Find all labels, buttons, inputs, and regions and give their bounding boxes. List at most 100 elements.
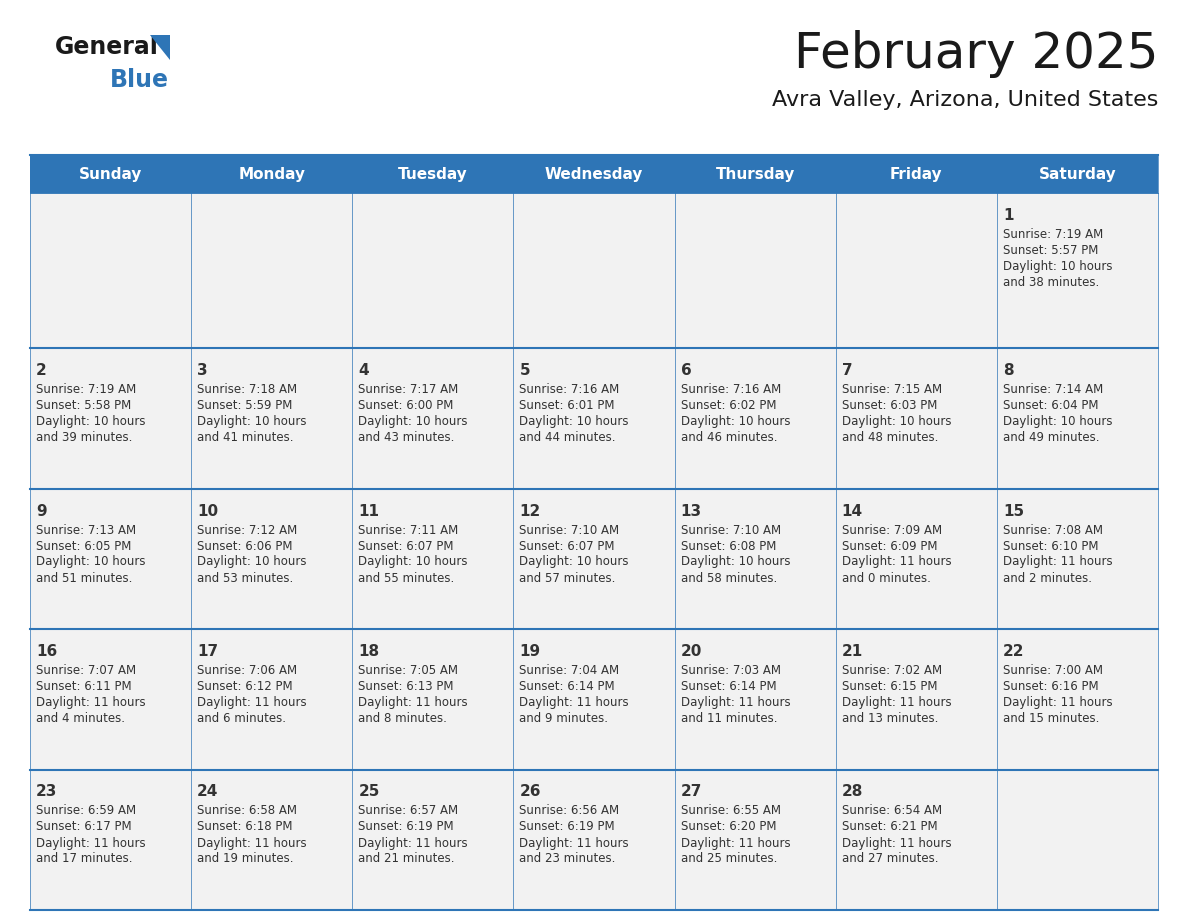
Text: 12: 12 (519, 503, 541, 519)
Bar (675, 629, 835, 769)
Text: 2: 2 (36, 363, 46, 378)
Text: and 41 minutes.: and 41 minutes. (197, 431, 293, 444)
Text: Sunset: 6:00 PM: Sunset: 6:00 PM (359, 399, 454, 412)
Text: Sunset: 6:19 PM: Sunset: 6:19 PM (519, 821, 615, 834)
Bar (353, 193, 513, 348)
Text: Sunrise: 7:10 AM: Sunrise: 7:10 AM (681, 523, 781, 536)
Text: Daylight: 10 hours: Daylight: 10 hours (519, 415, 628, 428)
Text: Sunrise: 7:10 AM: Sunrise: 7:10 AM (519, 523, 620, 536)
Text: 19: 19 (519, 644, 541, 659)
Text: Sunset: 6:14 PM: Sunset: 6:14 PM (681, 680, 776, 693)
Text: Sunday: Sunday (78, 166, 143, 182)
Bar (835, 488, 997, 629)
Text: and 51 minutes.: and 51 minutes. (36, 572, 132, 585)
Bar (675, 488, 835, 629)
Text: and 53 minutes.: and 53 minutes. (197, 572, 293, 585)
Text: Sunset: 6:07 PM: Sunset: 6:07 PM (519, 540, 615, 553)
Text: and 27 minutes.: and 27 minutes. (842, 853, 939, 866)
Text: Sunset: 6:01 PM: Sunset: 6:01 PM (519, 399, 615, 412)
Text: Sunset: 6:05 PM: Sunset: 6:05 PM (36, 540, 132, 553)
Text: Sunrise: 7:19 AM: Sunrise: 7:19 AM (1003, 228, 1104, 241)
Text: General: General (55, 35, 159, 59)
Text: and 6 minutes.: and 6 minutes. (197, 712, 286, 725)
Text: and 48 minutes.: and 48 minutes. (842, 431, 939, 444)
Bar (513, 769, 675, 910)
Text: Daylight: 10 hours: Daylight: 10 hours (681, 415, 790, 428)
Text: Sunset: 6:15 PM: Sunset: 6:15 PM (842, 680, 937, 693)
Bar (30, 193, 191, 348)
Text: Sunset: 6:17 PM: Sunset: 6:17 PM (36, 821, 132, 834)
Text: Saturday: Saturday (1038, 166, 1117, 182)
Text: Daylight: 10 hours: Daylight: 10 hours (36, 415, 145, 428)
Text: 25: 25 (359, 785, 380, 800)
Text: Daylight: 11 hours: Daylight: 11 hours (1003, 555, 1112, 568)
Text: Sunrise: 7:04 AM: Sunrise: 7:04 AM (519, 664, 620, 677)
Text: and 13 minutes.: and 13 minutes. (842, 712, 939, 725)
Text: Daylight: 11 hours: Daylight: 11 hours (519, 836, 630, 849)
Text: Sunrise: 6:54 AM: Sunrise: 6:54 AM (842, 804, 942, 818)
Text: Daylight: 11 hours: Daylight: 11 hours (842, 836, 952, 849)
Text: Sunrise: 7:11 AM: Sunrise: 7:11 AM (359, 523, 459, 536)
Text: 26: 26 (519, 785, 541, 800)
Bar (997, 629, 1158, 769)
Text: Daylight: 10 hours: Daylight: 10 hours (197, 415, 307, 428)
Bar (835, 348, 997, 488)
Text: and 43 minutes.: and 43 minutes. (359, 431, 455, 444)
Text: Daylight: 10 hours: Daylight: 10 hours (359, 415, 468, 428)
Text: Monday: Monday (239, 166, 305, 182)
Text: Sunrise: 7:16 AM: Sunrise: 7:16 AM (519, 383, 620, 396)
Text: 23: 23 (36, 785, 57, 800)
Bar (513, 488, 675, 629)
Text: 6: 6 (681, 363, 691, 378)
Bar (30, 769, 191, 910)
Text: 4: 4 (359, 363, 369, 378)
Text: Daylight: 10 hours: Daylight: 10 hours (681, 555, 790, 568)
Text: 18: 18 (359, 644, 379, 659)
Text: 9: 9 (36, 503, 46, 519)
Text: Daylight: 11 hours: Daylight: 11 hours (519, 696, 630, 709)
Bar (191, 488, 353, 629)
Text: Sunset: 6:07 PM: Sunset: 6:07 PM (359, 540, 454, 553)
Text: Sunrise: 7:03 AM: Sunrise: 7:03 AM (681, 664, 781, 677)
Text: 15: 15 (1003, 503, 1024, 519)
Text: Sunrise: 7:08 AM: Sunrise: 7:08 AM (1003, 523, 1102, 536)
Text: Daylight: 11 hours: Daylight: 11 hours (197, 696, 307, 709)
Text: 5: 5 (519, 363, 530, 378)
Text: Daylight: 11 hours: Daylight: 11 hours (1003, 696, 1112, 709)
Bar (675, 348, 835, 488)
Bar (997, 193, 1158, 348)
Text: Daylight: 11 hours: Daylight: 11 hours (842, 696, 952, 709)
Text: and 49 minutes.: and 49 minutes. (1003, 431, 1099, 444)
Text: Sunset: 6:13 PM: Sunset: 6:13 PM (359, 680, 454, 693)
Text: Sunset: 6:08 PM: Sunset: 6:08 PM (681, 540, 776, 553)
Text: Sunset: 5:59 PM: Sunset: 5:59 PM (197, 399, 292, 412)
Text: Sunset: 6:06 PM: Sunset: 6:06 PM (197, 540, 292, 553)
Text: 8: 8 (1003, 363, 1013, 378)
Text: Sunset: 6:19 PM: Sunset: 6:19 PM (359, 821, 454, 834)
Text: Daylight: 11 hours: Daylight: 11 hours (36, 836, 146, 849)
Bar (30, 348, 191, 488)
Text: Daylight: 11 hours: Daylight: 11 hours (681, 836, 790, 849)
Bar (513, 193, 675, 348)
Text: Sunset: 6:10 PM: Sunset: 6:10 PM (1003, 540, 1099, 553)
Text: Sunset: 6:03 PM: Sunset: 6:03 PM (842, 399, 937, 412)
Text: February 2025: February 2025 (794, 30, 1158, 78)
Bar (353, 769, 513, 910)
Text: and 38 minutes.: and 38 minutes. (1003, 276, 1099, 289)
Text: Sunrise: 7:18 AM: Sunrise: 7:18 AM (197, 383, 297, 396)
Text: 10: 10 (197, 503, 219, 519)
Text: 16: 16 (36, 644, 57, 659)
Text: and 0 minutes.: and 0 minutes. (842, 572, 930, 585)
Text: Daylight: 11 hours: Daylight: 11 hours (197, 836, 307, 849)
Text: and 46 minutes.: and 46 minutes. (681, 431, 777, 444)
Bar (191, 348, 353, 488)
Text: Sunrise: 7:05 AM: Sunrise: 7:05 AM (359, 664, 459, 677)
Bar (30, 488, 191, 629)
Text: Sunrise: 7:17 AM: Sunrise: 7:17 AM (359, 383, 459, 396)
Bar (675, 193, 835, 348)
Text: Sunrise: 7:16 AM: Sunrise: 7:16 AM (681, 383, 781, 396)
Text: Avra Valley, Arizona, United States: Avra Valley, Arizona, United States (772, 90, 1158, 110)
Text: Sunrise: 7:13 AM: Sunrise: 7:13 AM (36, 523, 137, 536)
Text: Daylight: 10 hours: Daylight: 10 hours (197, 555, 307, 568)
Text: Daylight: 11 hours: Daylight: 11 hours (842, 555, 952, 568)
